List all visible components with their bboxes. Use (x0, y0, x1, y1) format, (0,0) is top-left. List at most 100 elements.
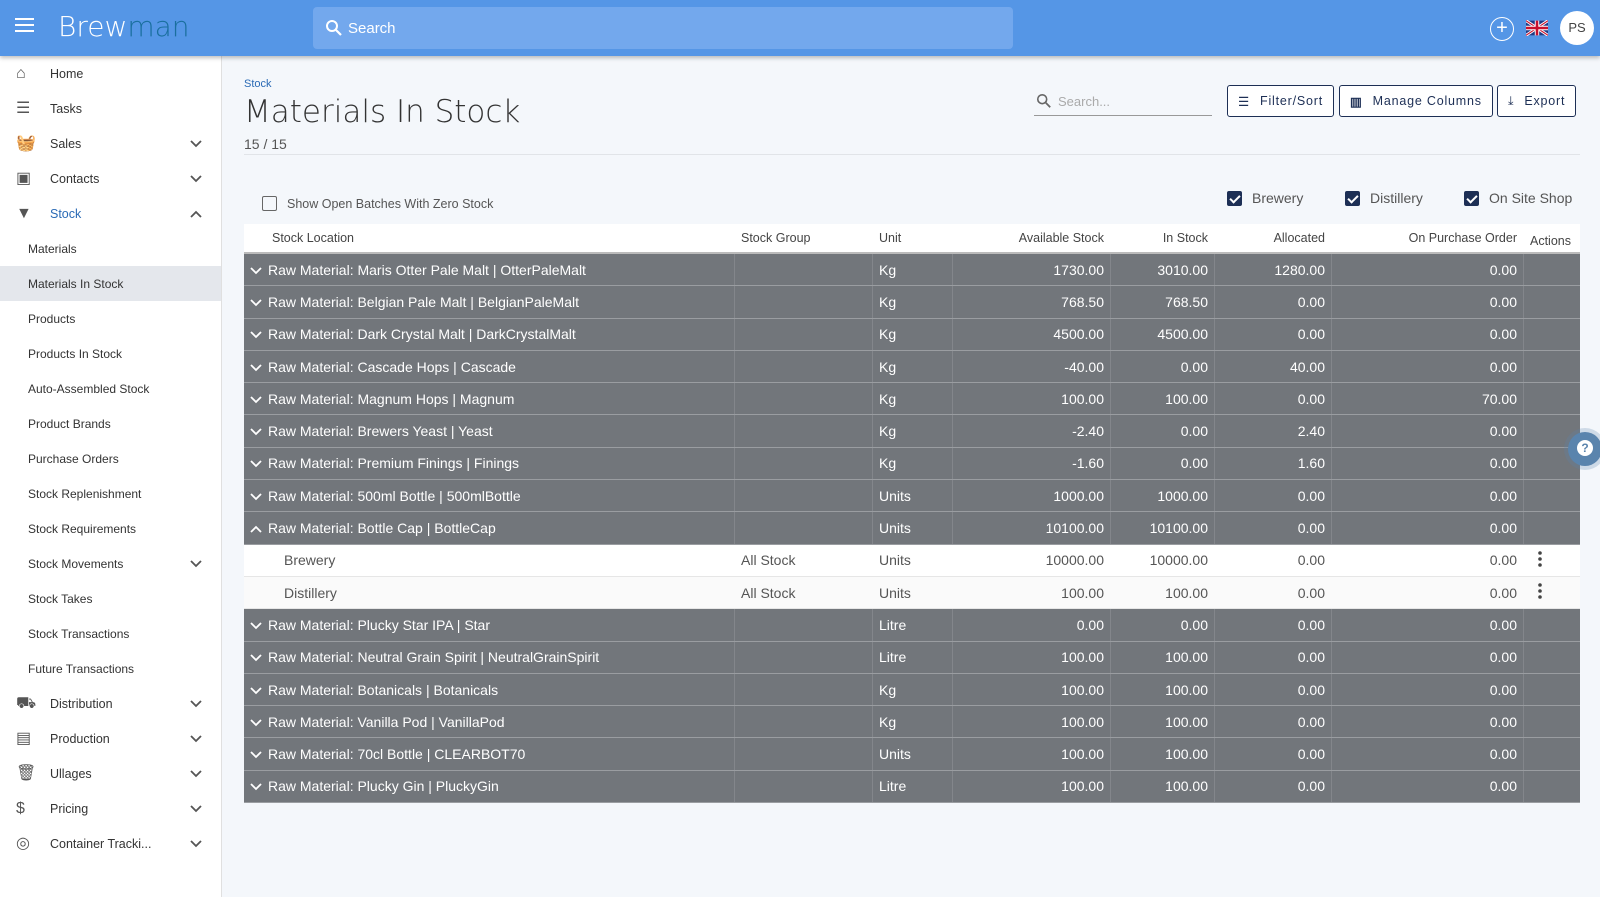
sidebar-item-production[interactable]: ▤ Production (0, 721, 221, 756)
table-row[interactable]: Raw Material: Brewers Yeast | Yeast Kg -2.… (244, 415, 1580, 448)
table-row[interactable]: Raw Material: Maris Otter Pale Malt | Ot… (244, 254, 1580, 287)
chevron-down-icon[interactable] (190, 837, 202, 851)
sidebar-item-future-transactions[interactable]: Future Transactions (0, 651, 221, 686)
column-header[interactable]: Actions (1530, 234, 1571, 248)
sidebar-item-materials-in-stock[interactable]: Materials In Stock (0, 266, 221, 301)
sidebar-item-stock-replenishment[interactable]: Stock Replenishment (0, 476, 221, 511)
table-row[interactable]: Raw Material: Magnum Hops | Magnum Kg 100.… (244, 383, 1580, 416)
chevron-down-icon[interactable] (250, 778, 262, 794)
global-search-input[interactable]: Search (313, 7, 1013, 49)
table-row[interactable]: Raw Material: Premium Finings | Finings K… (244, 447, 1580, 481)
site-checkbox-distillery[interactable]: Distillery (1345, 190, 1423, 206)
table-row[interactable]: Raw Material: Plucky Gin | PluckyGin Litr… (244, 770, 1580, 804)
chevron-down-icon[interactable] (250, 617, 262, 633)
table-search-input[interactable]: Search... (1034, 90, 1212, 116)
sidebar-item-tasks[interactable]: ☰ Tasks (0, 91, 221, 126)
column-header[interactable]: Unit (873, 224, 953, 252)
sidebar-item-ullages[interactable]: 🗑 Ullages (0, 756, 221, 791)
column-header[interactable]: Available Stock (953, 224, 1111, 252)
sidebar-item-product-brands[interactable]: Product Brands (0, 406, 221, 441)
table-row[interactable]: Raw Material: 500ml Bottle | 500mlBottle… (244, 480, 1580, 513)
cell-stock-location: Raw Material: Bottle Cap | BottleCap (244, 512, 735, 544)
more-vertical-icon[interactable] (1538, 583, 1542, 602)
chevron-down-icon[interactable] (250, 391, 262, 407)
table-row[interactable]: Raw Material: Botanicals | Botanicals Kg 1… (244, 673, 1580, 707)
menu-icon[interactable] (15, 18, 34, 34)
chevron-down-icon[interactable] (190, 802, 202, 816)
row-name: Raw Material: Bottle Cap | BottleCap (268, 520, 496, 537)
chevron-up-icon[interactable] (250, 520, 262, 536)
site-checkbox-brewery[interactable]: Brewery (1227, 190, 1303, 206)
chevron-down-icon[interactable] (190, 172, 202, 186)
sidebar-item-label: Products In Stock (28, 346, 123, 361)
sidebar-item-stock-transactions[interactable]: Stock Transactions (0, 616, 221, 651)
sidebar-item-auto-assembled-stock[interactable]: Auto-Assembled Stock (0, 371, 221, 406)
chevron-down-icon[interactable] (250, 682, 262, 698)
table-row[interactable]: Raw Material: Cascade Hops | Cascade Kg -4… (244, 350, 1580, 384)
table-row[interactable]: Raw Material: Dark Crystal Malt | DarkCr… (244, 318, 1580, 351)
chevron-down-icon[interactable] (190, 697, 202, 711)
avatar[interactable]: PS (1560, 11, 1594, 45)
chevron-down-icon[interactable] (250, 262, 262, 278)
chevron-down-icon[interactable] (190, 137, 202, 151)
sidebar-item-stock-takes[interactable]: Stock Takes (0, 581, 221, 616)
site-checkbox-on-site-shop[interactable]: On Site Shop (1464, 190, 1572, 206)
chevron-down-icon[interactable] (250, 714, 262, 730)
cell-on-po: 0.00 (1332, 706, 1524, 738)
row-name: Raw Material: Cascade Hops | Cascade (268, 358, 516, 375)
column-header[interactable]: Allocated (1215, 224, 1332, 252)
sidebar-item-home[interactable]: ⌂ Home (0, 56, 221, 91)
table-row[interactable]: Raw Material: Vanilla Pod | VanillaPod Kg… (244, 706, 1580, 739)
chevron-down-icon[interactable] (250, 359, 262, 375)
help-button[interactable]: ? (1568, 432, 1600, 466)
sidebar-item-products-in-stock[interactable]: Products In Stock (0, 336, 221, 371)
chevron-down-icon[interactable] (190, 732, 202, 746)
chevron-up-icon[interactable] (190, 207, 202, 221)
more-vertical-icon[interactable] (1538, 551, 1542, 570)
sidebar-item-sales[interactable]: 🧺 Sales (0, 126, 221, 161)
show-zero-stock-checkbox[interactable]: Show Open Batches With Zero Stock (262, 196, 493, 211)
chevron-down-icon[interactable] (250, 488, 262, 504)
sidebar-item-stock-requirements[interactable]: Stock Requirements (0, 511, 221, 546)
table-row[interactable]: Raw Material: Neutral Grain Spirit | Neu… (244, 641, 1580, 674)
sidebar-item-stock[interactable]: ▼ Stock (0, 196, 221, 231)
chevron-down-icon[interactable] (250, 746, 262, 762)
sidebar-item-container-tracki[interactable]: ◎ Container Tracki... (0, 826, 221, 861)
column-header[interactable]: Stock Group (735, 224, 873, 252)
search-icon (1036, 93, 1051, 108)
sidebar-item-materials[interactable]: Materials (0, 231, 221, 266)
chevron-down-icon[interactable] (250, 326, 262, 342)
filter-sort-button[interactable]: ☰ Filter/Sort (1227, 85, 1334, 117)
manage-columns-button[interactable]: ▥ Manage Columns (1339, 85, 1493, 117)
cell-group (735, 286, 873, 318)
chevron-down-icon[interactable] (250, 455, 262, 471)
chevron-down-icon[interactable] (250, 294, 262, 310)
chevron-down-icon[interactable] (190, 767, 202, 781)
uk-flag-icon[interactable] (1526, 20, 1548, 36)
sidebar-item-stock-movements[interactable]: Stock Movements (0, 546, 221, 581)
cell-group: All Stock (735, 576, 873, 609)
chevron-down-icon[interactable] (250, 423, 262, 439)
add-icon[interactable]: + (1490, 17, 1514, 41)
table-row[interactable]: Raw Material: 70cl Bottle | CLEARBOT70 Un… (244, 738, 1580, 771)
cell-on-po: 0.00 (1332, 480, 1524, 512)
sidebar-item-contacts[interactable]: ▣ Contacts (0, 161, 221, 196)
column-header[interactable]: On Purchase Order (1332, 224, 1524, 252)
chevron-down-icon[interactable] (250, 649, 262, 665)
logo[interactable]: Brewman (58, 10, 190, 43)
chevron-down-icon[interactable] (190, 557, 202, 571)
column-header[interactable]: In Stock (1111, 224, 1215, 252)
cell-actions (1524, 609, 1580, 640)
table-row[interactable]: Raw Material: Bottle Cap | BottleCap Unit… (244, 512, 1580, 545)
table-row[interactable]: Raw Material: Belgian Pale Malt | Belgia… (244, 286, 1580, 319)
sidebar-item-pricing[interactable]: $ Pricing (0, 791, 221, 826)
sidebar-item-purchase-orders[interactable]: Purchase Orders (0, 441, 221, 476)
export-button[interactable]: ⤓ Export (1497, 85, 1577, 117)
column-header[interactable]: Stock Location (244, 224, 735, 252)
sidebar-item-products[interactable]: Products (0, 301, 221, 336)
breadcrumb[interactable]: Stock (244, 78, 272, 90)
table-row[interactable]: Raw Material: Plucky Star IPA | Star Litr… (244, 609, 1580, 642)
cell-in-stock: 4500.00 (1111, 318, 1215, 350)
funnel-glass-icon: ▼ (16, 205, 32, 222)
sidebar-item-distribution[interactable]: ⛟ Distribution (0, 686, 221, 721)
